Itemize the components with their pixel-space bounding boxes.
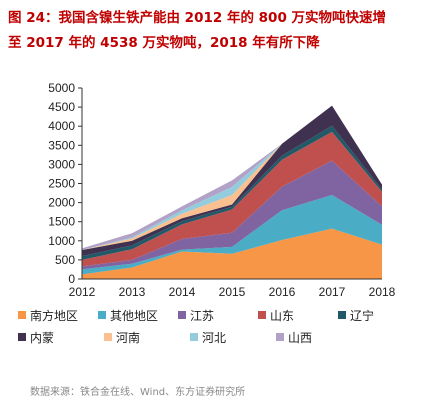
legend-label: 内蒙 xyxy=(30,330,55,345)
y-tick-label: 4500 xyxy=(48,100,75,114)
chart-title: 图 24：我国含镍生铁产能由 2012 年的 800 万实物吨快速增 至 201… xyxy=(8,6,418,56)
legend-item: 河南 xyxy=(104,329,190,346)
legend-label: 山东 xyxy=(270,308,295,323)
x-tick-label: 2015 xyxy=(219,285,246,299)
y-tick-label: 1000 xyxy=(48,234,75,248)
legend-swatch xyxy=(18,311,26,319)
x-tick-label: 2016 xyxy=(269,285,296,299)
x-tick-label: 2012 xyxy=(69,285,96,299)
legend: 南方地区 其他地区 江苏 山东 辽宁内蒙 河南 河北 山西 xyxy=(18,305,418,349)
legend-item: 河北 xyxy=(190,329,276,346)
area-series-2 xyxy=(82,160,382,270)
legend-row: 南方地区 其他地区 江苏 山东 辽宁 xyxy=(18,305,418,325)
legend-swatch xyxy=(104,333,112,341)
y-tick-label: 2500 xyxy=(48,177,75,191)
y-tick-label: 5000 xyxy=(48,81,75,95)
area-series-1 xyxy=(82,195,382,275)
title-line-2: 至 2017 年的 4538 万实物吨，2018 年有所下降 xyxy=(8,35,320,51)
legend-item: 南方地区 xyxy=(18,307,98,324)
legend-swatch xyxy=(338,311,346,319)
legend-row: 内蒙 河南 河北 山西 xyxy=(18,327,418,347)
area-layers xyxy=(82,105,382,279)
area-series-3 xyxy=(82,131,382,267)
title-line-1: 图 24：我国含镍生铁产能由 2012 年的 800 万实物吨快速增 xyxy=(8,10,387,26)
legend-label: 山西 xyxy=(288,330,313,345)
axes: 0 500 1000 1500 2000 2500 3000 3500 4000 4500 5000… xyxy=(48,81,395,299)
legend-swatch xyxy=(18,333,26,341)
legend-swatch xyxy=(98,311,106,319)
legend-item: 内蒙 xyxy=(18,329,104,346)
x-tick-label: 2014 xyxy=(169,285,196,299)
legend-swatch xyxy=(178,311,186,319)
legend-label: 其他地区 xyxy=(110,308,159,323)
y-tick-label: 2000 xyxy=(48,196,75,210)
legend-item: 其他地区 xyxy=(98,307,178,324)
legend-swatch xyxy=(258,311,266,319)
y-tick-label: 3000 xyxy=(48,157,75,171)
legend-label: 南方地区 xyxy=(30,308,79,323)
stacked-area-chart: 0 500 1000 1500 2000 2500 3000 3500 4000 4500 5000… xyxy=(48,81,395,299)
legend-item: 山西 xyxy=(276,329,362,346)
legend-label: 河北 xyxy=(202,330,227,345)
y-tick-label: 500 xyxy=(55,253,75,267)
y-tick-label: 0 xyxy=(68,272,75,286)
legend-label: 江苏 xyxy=(190,308,215,323)
legend-item: 辽宁 xyxy=(338,307,418,324)
legend-swatch xyxy=(276,333,284,341)
legend-item: 江苏 xyxy=(178,307,258,324)
x-tick-label: 2017 xyxy=(319,285,346,299)
x-tick-label: 2013 xyxy=(119,285,146,299)
legend-label: 辽宁 xyxy=(350,308,375,323)
legend-item: 山东 xyxy=(258,307,338,324)
source-note: 数据来源：铁合金在线、Wind、东方证券研究所 xyxy=(30,387,246,398)
x-tick-label: 2018 xyxy=(369,285,396,299)
y-tick-label: 3500 xyxy=(48,138,75,152)
legend-label: 河南 xyxy=(116,330,141,345)
y-tick-label: 4000 xyxy=(48,119,75,133)
y-tick-label: 1500 xyxy=(48,215,75,229)
legend-swatch xyxy=(190,333,198,341)
